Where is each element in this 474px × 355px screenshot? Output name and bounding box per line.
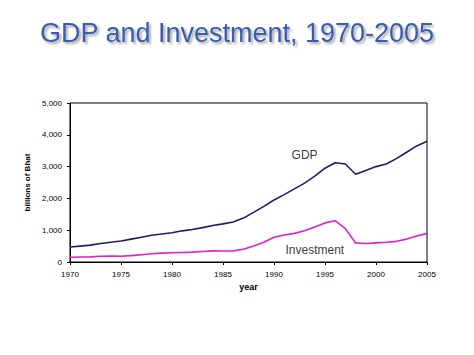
svg-text:1975: 1975 [112,270,130,279]
svg-text:Investment: Investment [285,243,344,257]
svg-text:2,000: 2,000 [42,194,63,203]
svg-text:1,000: 1,000 [42,226,63,235]
svg-text:5,000: 5,000 [42,99,63,108]
svg-text:year: year [239,282,258,292]
svg-text:0: 0 [58,258,63,267]
svg-text:1985: 1985 [214,270,232,279]
svg-text:1980: 1980 [163,270,181,279]
svg-text:2005: 2005 [418,270,436,279]
svg-text:1995: 1995 [316,270,334,279]
svg-text:GDP and Investment, 1970-2005: GDP and Investment, 1970-2005 [40,18,434,48]
svg-text:4,000: 4,000 [42,130,63,139]
svg-text:1990: 1990 [265,270,283,279]
svg-text:1970: 1970 [61,270,79,279]
svg-text:GDP: GDP [292,148,318,162]
svg-text:2000: 2000 [367,270,385,279]
svg-text:3,000: 3,000 [42,162,63,171]
svg-text:billions of Bhat: billions of Bhat [23,153,32,211]
